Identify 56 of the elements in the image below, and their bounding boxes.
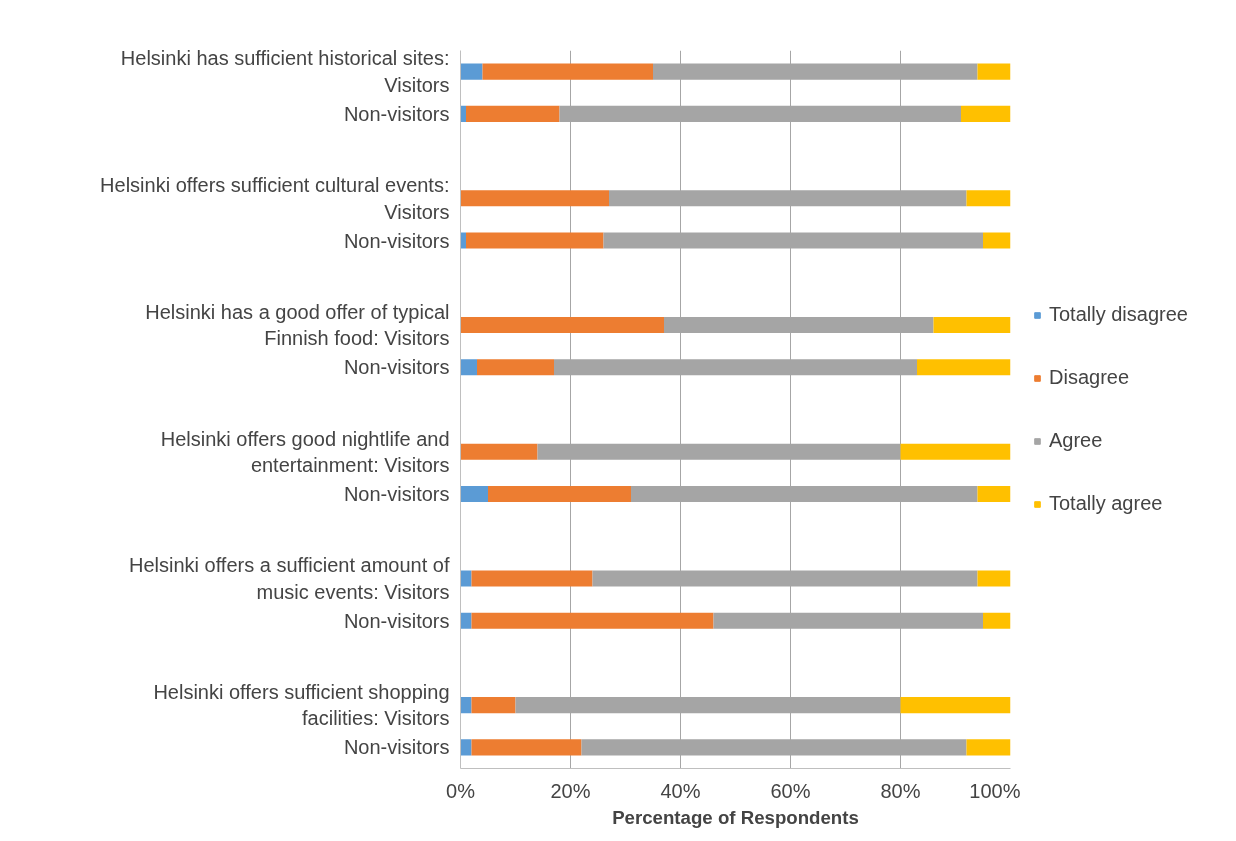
x-tick-label: 80%: [880, 779, 921, 802]
legend-label: Totally disagree: [1049, 303, 1188, 326]
x-axis-title: Percentage of Respondents: [612, 806, 859, 828]
x-tick-label: 0%: [446, 779, 476, 802]
bar: [460, 697, 472, 714]
bar: [966, 739, 1011, 756]
bar: [917, 359, 1011, 376]
bar: [983, 612, 1011, 629]
bar: [460, 105, 466, 122]
bar: [933, 317, 1011, 334]
x-tick-label: 20%: [550, 779, 591, 802]
y-tick-label: Helsinki offers sufficient cultural events: Visitors: [100, 174, 450, 223]
y-tick-label: Non-visitors: [343, 356, 450, 379]
bar: [460, 63, 483, 80]
bar: [900, 443, 1011, 460]
bar: [961, 105, 1011, 122]
y-tick-label: Helsinki has sufficient historical sites: Visitors: [120, 47, 450, 96]
legend-label: Totally agree: [1049, 492, 1163, 515]
bar: [460, 190, 609, 207]
bar: [977, 485, 1011, 502]
bar: [460, 570, 472, 587]
y-tick-label: Non-visitors: [343, 102, 450, 125]
y-tick-label: Helsinki has a good offer of typical Finnish food: Visitors: [145, 300, 450, 350]
bar: [977, 63, 1011, 80]
bar: [482, 63, 653, 80]
bar: [466, 105, 560, 122]
legend-label: Disagree: [1049, 366, 1130, 389]
y-tick-label: Non-visitors: [343, 482, 450, 505]
y-tick-label: Helsinki offers a sufficient amount of music events: Visitors: [128, 554, 450, 603]
y-tick-label: Helsinki offers good nightlife and entertainment: Visitors: [160, 427, 450, 476]
bar: [460, 612, 472, 629]
bar: [471, 570, 593, 587]
x-tick-label: 60%: [770, 779, 811, 802]
bar: [460, 443, 538, 460]
bar: [460, 317, 664, 334]
bar: [460, 739, 472, 756]
y-tick-label: Helsinki offers sufficient shopping facilities: Visitors: [153, 680, 450, 730]
bar: [471, 739, 582, 756]
x-tick-label: 40%: [660, 779, 701, 802]
y-tick-label: Non-visitors: [343, 229, 450, 252]
bar: [983, 232, 1011, 249]
bar: [466, 232, 604, 249]
bar: [977, 570, 1011, 587]
x-tick-label: 100%: [969, 779, 1021, 802]
y-tick-label: Non-visitors: [343, 736, 450, 759]
bar: [471, 697, 516, 714]
bar: [488, 485, 631, 502]
bar: [966, 190, 1011, 207]
bar: [471, 612, 714, 629]
bar: [460, 232, 466, 249]
bar: [477, 359, 554, 376]
legend-label: Agree: [1049, 429, 1103, 452]
bar: [460, 359, 477, 376]
bar: [900, 697, 1011, 714]
bar: [460, 485, 488, 502]
y-tick-label: Non-visitors: [343, 609, 450, 632]
